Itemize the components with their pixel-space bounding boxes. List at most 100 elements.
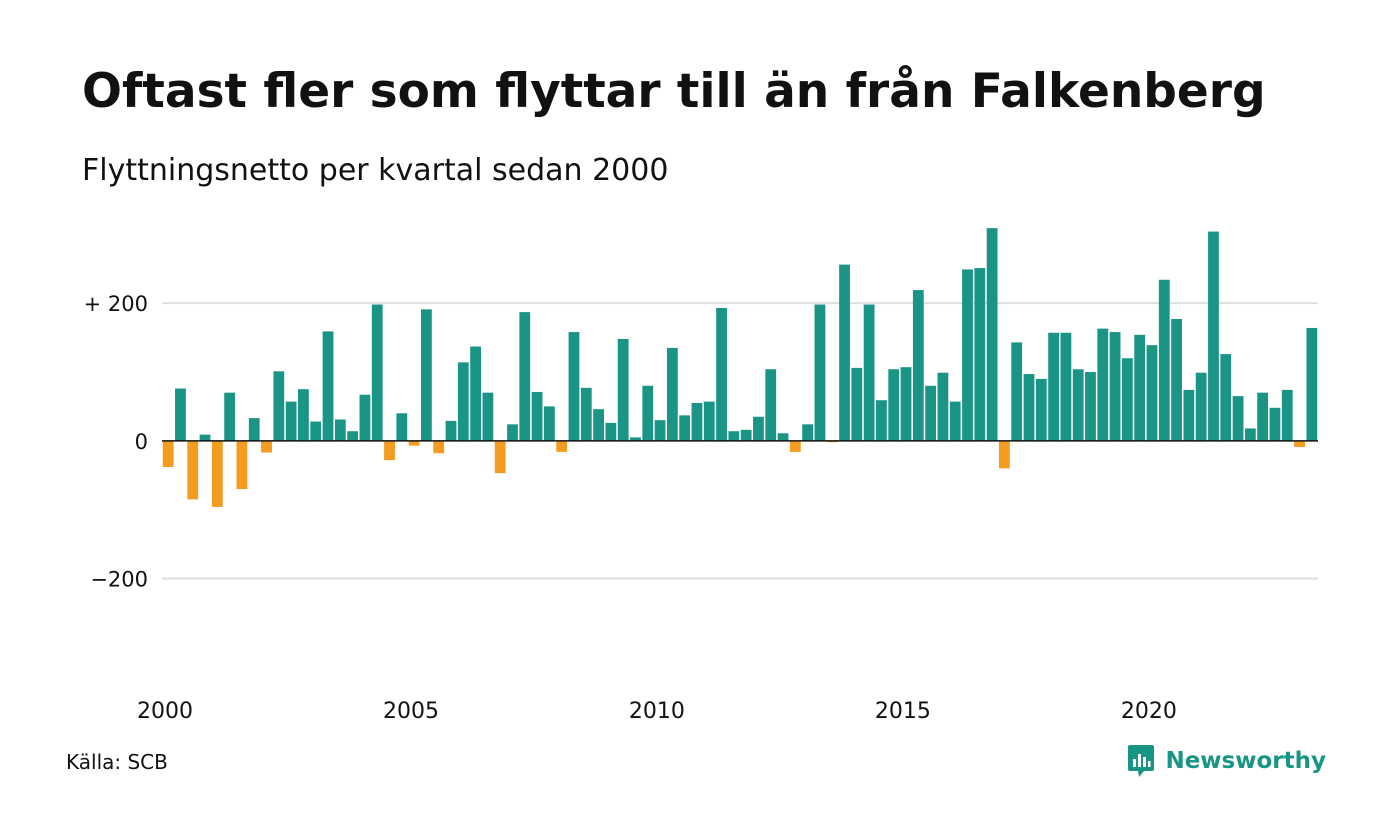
y-tick-label: + 200	[84, 292, 148, 316]
bar-2001-Q1	[211, 440, 223, 507]
bar-2020-Q4	[1183, 389, 1195, 441]
bar-2005-Q4	[445, 420, 457, 441]
bar-2000-Q4	[199, 434, 211, 441]
y-tick-label: 0	[135, 430, 148, 454]
bar-2022-Q1	[1244, 428, 1256, 441]
bar-2019-Q2	[1109, 332, 1121, 441]
bar-2015-Q1	[900, 367, 912, 441]
bar-2012-Q4	[789, 440, 801, 452]
bar-2002-Q1	[261, 440, 272, 453]
bar-2018-Q2	[1060, 332, 1072, 441]
bar-2013-Q1	[802, 424, 814, 441]
bar-2015-Q2	[912, 290, 924, 441]
bar-2017-Q2	[1011, 342, 1023, 441]
bar-2020-Q3	[1171, 318, 1182, 441]
bar-2012-Q3	[777, 433, 789, 441]
bar-2010-Q2	[666, 347, 678, 441]
bar-2010-Q1	[654, 420, 666, 441]
bar-2000-Q2	[175, 388, 186, 441]
source-label: Källa: SCB	[66, 750, 168, 774]
bar-2022-Q4	[1281, 389, 1293, 441]
bar-2009-Q3	[630, 437, 641, 441]
bar-2005-Q1	[408, 440, 420, 446]
bar-2002-Q4	[298, 389, 309, 441]
bar-2014-Q3	[876, 400, 887, 441]
bar-2009-Q4	[642, 385, 654, 441]
bar-2017-Q4	[1035, 378, 1047, 441]
bar-2019-Q1	[1097, 328, 1109, 441]
bar-2012-Q1	[753, 416, 764, 441]
bar-2001-Q3	[236, 440, 248, 490]
bar-2007-Q3	[531, 391, 543, 441]
bar-2000-Q3	[187, 440, 199, 500]
bar-2007-Q2	[519, 312, 531, 441]
bar-2000-Q1	[162, 440, 174, 467]
bar-2018-Q3	[1072, 369, 1084, 441]
bar-2003-Q3	[334, 419, 346, 441]
y-tick-label: −200	[90, 568, 148, 592]
bars	[162, 228, 1318, 507]
bar-2021-Q2	[1208, 231, 1219, 441]
brand-name: Newsworthy	[1165, 748, 1326, 774]
x-tick-label: 2005	[383, 699, 439, 724]
bar-2003-Q1	[310, 421, 322, 441]
bar-2002-Q2	[273, 371, 285, 441]
bar-2022-Q3	[1269, 407, 1281, 441]
newsworthy-logo-icon	[1128, 745, 1155, 777]
bar-2014-Q4	[888, 369, 900, 441]
bar-2015-Q3	[925, 385, 937, 441]
bar-2018-Q1	[1048, 332, 1059, 441]
bar-2019-Q4	[1134, 334, 1146, 441]
bar-2009-Q1	[605, 422, 617, 441]
bar-2006-Q3	[482, 392, 494, 441]
bar-2005-Q2	[421, 309, 432, 441]
newsworthy-brand: Newsworthy	[1127, 744, 1326, 778]
axis-labels: + 200 0 −200 2000 2005 2010 2015 2020	[84, 292, 1177, 724]
x-tick-label: 2015	[875, 699, 931, 724]
bar-2020-Q2	[1158, 279, 1170, 441]
bar-2008-Q3	[580, 387, 592, 441]
x-tick-label: 2000	[137, 699, 193, 724]
bar-2010-Q4	[691, 402, 703, 441]
bar-2013-Q2	[814, 304, 826, 441]
bar-2008-Q4	[593, 409, 604, 441]
bar-2019-Q3	[1121, 358, 1133, 441]
bar-2017-Q3	[1023, 374, 1035, 441]
bar-2004-Q3	[384, 440, 395, 461]
bar-2010-Q3	[679, 415, 691, 441]
bar-2006-Q2	[470, 346, 481, 441]
bar-2004-Q4	[396, 413, 408, 441]
bar-2003-Q2	[322, 331, 334, 441]
bar-2011-Q3	[728, 431, 740, 441]
bar-2003-Q4	[347, 431, 359, 441]
bar-2011-Q2	[716, 307, 727, 441]
bar-2021-Q3	[1220, 354, 1232, 441]
bar-2007-Q1	[507, 424, 518, 441]
bar-2009-Q2	[617, 338, 629, 441]
bar-2021-Q4	[1232, 396, 1244, 441]
chart-title: Oftast fler som flyttar till än från Fal…	[82, 64, 1266, 119]
bar-2023-Q1	[1294, 440, 1305, 448]
bar-2013-Q4	[839, 264, 850, 441]
bar-2020-Q1	[1146, 345, 1158, 441]
bar-2004-Q1	[359, 394, 371, 441]
bar-2016-Q2	[962, 269, 973, 441]
bar-2008-Q1	[556, 440, 568, 452]
bar-2001-Q4	[248, 418, 260, 441]
x-tick-label: 2020	[1121, 699, 1177, 724]
bar-2006-Q4	[494, 440, 506, 474]
bar-2008-Q2	[568, 332, 580, 441]
bar-2016-Q3	[974, 268, 986, 441]
bar-2016-Q1	[949, 401, 961, 441]
bar-2023-Q2	[1306, 327, 1318, 441]
bar-2022-Q2	[1257, 392, 1269, 441]
bar-2012-Q2	[765, 369, 777, 441]
bar-2014-Q2	[863, 304, 875, 441]
bar-2004-Q2	[371, 304, 383, 441]
gridlines	[162, 302, 1318, 580]
chart-subtitle: Flyttningsnetto per kvartal sedan 2000	[82, 153, 669, 188]
bar-2001-Q2	[224, 392, 236, 441]
bar-2011-Q1	[703, 401, 715, 441]
